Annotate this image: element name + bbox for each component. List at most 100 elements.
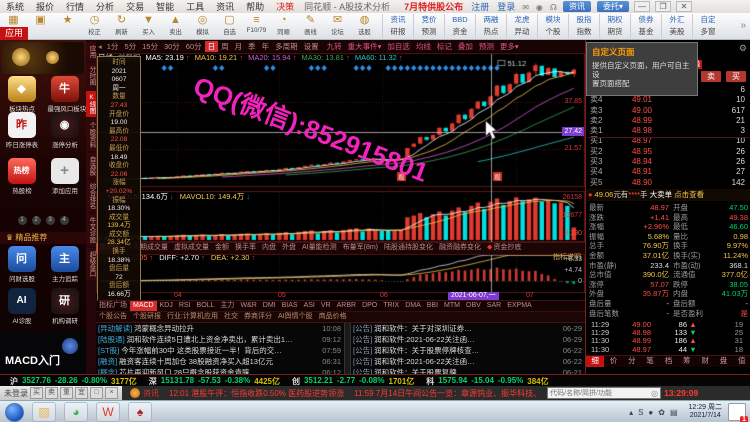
zixun-button[interactable]: 资讯 bbox=[563, 1, 592, 12]
quote-tab-档[interactable]: 档 bbox=[664, 356, 673, 365]
period-tab-季[interactable]: 季 bbox=[248, 41, 256, 51]
sidebar-app-问财选股[interactable]: 问问财选股 bbox=[3, 246, 41, 284]
period-tab-15分[interactable]: 15分 bbox=[142, 41, 158, 51]
toolbar-button-刷新[interactable]: ↻ 刷新 bbox=[108, 14, 135, 37]
chart-tool-重大事件▾[interactable]: 重大事件▾ bbox=[347, 41, 382, 51]
indicator-tab-W&R[interactable]: W&R bbox=[240, 302, 257, 309]
tray-icon[interactable]: ▤ bbox=[669, 407, 678, 417]
period-tab-多周期[interactable]: 多周期 bbox=[275, 41, 298, 51]
app-center-tab[interactable]: 应用 bbox=[0, 27, 28, 40]
period-tab-60分[interactable]: 60分 bbox=[185, 41, 202, 51]
folder-icon[interactable]: ▨ bbox=[32, 402, 56, 422]
news-ticker-2[interactable]: 11:59 7月14日午间公告一览：章源钨业、振华科技、红日药业 bbox=[354, 388, 540, 398]
macd-course-banner[interactable]: MACD入门 bbox=[0, 332, 86, 374]
volume-tab-换手率[interactable]: 换手率 bbox=[235, 244, 256, 251]
toolbar-pair-竞价[interactable]: 竞价 预测 bbox=[413, 14, 444, 38]
taskbar-clock[interactable]: 12:29 周二 2021/7/14 bbox=[688, 404, 722, 419]
info-tab-AI舆情个股[interactable]: AI舆情个股 bbox=[277, 313, 313, 320]
period-tab-5分[interactable]: 5分 bbox=[124, 41, 137, 51]
period-tab-年[interactable]: 年 bbox=[261, 41, 270, 51]
indicator-tab-主力[interactable]: 主力 bbox=[220, 302, 235, 309]
sidebar-app-热股榜[interactable]: 热榜 热股榜 bbox=[3, 158, 41, 196]
buy-button[interactable]: 买 bbox=[726, 71, 746, 82]
sidebar-app-主力追踪[interactable]: 主主力追踪 bbox=[46, 246, 84, 284]
menu-item[interactable]: 分析 bbox=[96, 2, 115, 12]
sidebar-app-板块热点[interactable]: ◆ 板块热点 bbox=[3, 76, 41, 114]
pager-dot[interactable]: 1 bbox=[17, 216, 27, 225]
mini-button[interactable]: 宜 bbox=[75, 387, 88, 399]
tray-icon[interactable]: ● bbox=[648, 407, 654, 417]
news-item[interactable]: [融资] 融资客连续十周加仓 38股融资净买入超13亿元 06:31 bbox=[98, 357, 341, 366]
view-tab-自选股[interactable]: 自选股 bbox=[86, 152, 96, 178]
news-scrollbar[interactable] bbox=[344, 323, 351, 375]
indicator-tab-指标广场[interactable]: 指标广场 bbox=[99, 302, 127, 309]
view-link[interactable]: 点击查看 bbox=[674, 190, 705, 199]
volume-tab-资金抄底[interactable]: ◆资金抄底 bbox=[487, 244, 522, 251]
wps-icon[interactable]: W bbox=[96, 402, 120, 422]
toolbar-button-画线[interactable]: ✎ 画线 bbox=[297, 14, 324, 37]
quote-tab-笔[interactable]: 笔 bbox=[646, 356, 654, 365]
chart-tool-均线[interactable]: 均线 bbox=[415, 41, 431, 51]
info-tab-个股研报[interactable]: 个股研报 bbox=[133, 313, 161, 320]
volume-tab-陆股通持股变化[interactable]: 陆股通持股变化 bbox=[384, 244, 434, 251]
announcement-item[interactable]: [公告] 润和软件:2021-06-22关注函… 06-22 bbox=[353, 357, 582, 366]
toolbar-pair-外汇[interactable]: 外汇 美股 bbox=[661, 14, 692, 38]
pager-dot[interactable]: 4 bbox=[59, 216, 69, 225]
info-tab-社交[interactable]: 社交 bbox=[223, 313, 238, 320]
close-button[interactable]: ✕ bbox=[676, 1, 693, 12]
mini-button[interactable]: 重 bbox=[60, 387, 73, 399]
info-tab-券商评分[interactable]: 券商评分 bbox=[243, 313, 272, 320]
toolbar-pair-股指[interactable]: 股指 指数 bbox=[568, 14, 599, 38]
indicator-tab-OBV[interactable]: OBV bbox=[466, 302, 481, 309]
toolbar-button-买入[interactable]: ▼ 买入 bbox=[135, 14, 162, 37]
info-tab-商品价格[interactable]: 商品价格 bbox=[318, 313, 347, 320]
volume-tab-布量军(8m)[interactable]: 布量军(8m) bbox=[342, 244, 379, 251]
announcement-item[interactable]: [公告] 润和软件:2021-06-22关注函… 06-29 bbox=[353, 335, 582, 344]
sidebar-app-机构调研[interactable]: 研机构调研 bbox=[46, 288, 84, 326]
period-tab-日[interactable]: 日 bbox=[204, 40, 219, 52]
view-tab-应用[interactable]: 应用 bbox=[86, 42, 96, 61]
volume-tab-内盘[interactable]: 内盘 bbox=[262, 244, 276, 251]
tray-icon[interactable]: S bbox=[638, 407, 644, 417]
chart-toolbar-back-icon[interactable]: ◂ bbox=[98, 41, 102, 51]
message-icon[interactable]: ◉ bbox=[535, 2, 543, 12]
index-创[interactable]: 创 3512.21 -2.77 -0.08% 1701亿 bbox=[291, 375, 415, 386]
menu-item[interactable]: 工具 bbox=[186, 2, 205, 12]
period-tab-1分[interactable]: 1分 bbox=[106, 41, 119, 51]
sidebar-app-最强风口板块[interactable]: 牛最强风口板块 bbox=[46, 76, 86, 114]
login-link[interactable]: 登录 bbox=[497, 2, 516, 12]
quote-tab-盘[interactable]: 盘 bbox=[719, 356, 728, 365]
index-沪[interactable]: 沪 3527.76 -28.26 -0.80% 3177亿 bbox=[10, 375, 137, 386]
start-button[interactable] bbox=[5, 402, 24, 422]
toolbar-button-icon[interactable]: ▦ bbox=[0, 14, 27, 37]
chart-tool-标记[interactable]: 标记 bbox=[436, 41, 452, 51]
news-ticker-1[interactable]: 12:01 港股午评：恒指收跌0.50% 医药股逆势领涨 bbox=[169, 388, 345, 398]
indicator-tab-EXPMA[interactable]: EXPMA bbox=[507, 302, 532, 309]
iwencai-robot-icon[interactable] bbox=[130, 388, 140, 398]
sidebar-app-AI诊股[interactable]: AI AI诊股 bbox=[3, 288, 41, 326]
announcement-item[interactable]: [公告] 润和软件：关于股票停牌核查… 06-22 bbox=[353, 346, 582, 355]
sell-button[interactable]: 卖 bbox=[701, 71, 721, 82]
toolbar-more-icon[interactable]: » bbox=[740, 20, 746, 31]
menu-item[interactable]: 系统 bbox=[6, 2, 25, 12]
indicator-note-link[interactable]: 指标说明 bbox=[553, 254, 581, 261]
period-tab-设置[interactable]: 设置 bbox=[303, 41, 319, 51]
mini-button[interactable]: □ bbox=[90, 387, 103, 399]
kline-chart-canvas[interactable] bbox=[96, 52, 585, 300]
sidebar-app-昨日涨停表[interactable]: 昨昨日涨停表 bbox=[3, 112, 41, 150]
weituo-button[interactable]: 委托▾ bbox=[597, 1, 630, 12]
big-order-banner[interactable]: ● 49.06元有****手 大卖单 点击查看 bbox=[586, 189, 750, 201]
info-tab-行业:计算机应用[interactable]: 行业:计算机应用 bbox=[167, 313, 218, 320]
search-icon[interactable]: ◎ bbox=[651, 388, 659, 398]
game-icon[interactable]: ♠ bbox=[128, 402, 152, 422]
period-tab-月[interactable]: 月 bbox=[234, 41, 243, 51]
quote-tab-值[interactable]: 值 bbox=[738, 356, 746, 365]
index-深[interactable]: 深 15131.78 -57.53 -0.38% 4425亿 bbox=[148, 375, 280, 386]
toolbar-pair-期权[interactable]: 期权 期货 bbox=[599, 14, 630, 38]
login-status[interactable]: 未登录 bbox=[4, 388, 28, 398]
browser-icon[interactable]: ◕ bbox=[64, 402, 88, 422]
toolbar-pair-两融[interactable]: 两融 热点 bbox=[475, 14, 506, 38]
menu-item[interactable]: 决策 bbox=[276, 2, 295, 12]
quote-tab-价[interactable]: 价 bbox=[609, 356, 618, 365]
volume-tab-融资融券变化[interactable]: 融资融券变化 bbox=[439, 244, 482, 251]
